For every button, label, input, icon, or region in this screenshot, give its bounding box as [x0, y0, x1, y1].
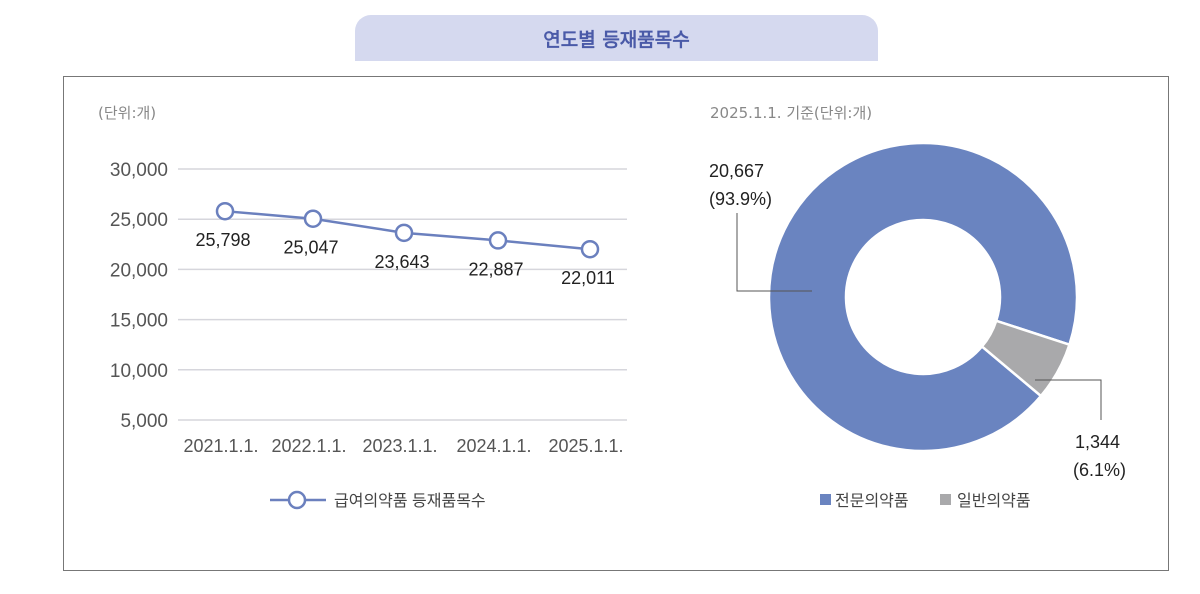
slice-percent-label: (93.9%)	[709, 189, 772, 209]
y-tick-label: 5,000	[120, 411, 168, 432]
legend-label: 일반의약품	[957, 492, 1031, 510]
data-point	[580, 239, 600, 259]
y-tick-label: 20,000	[110, 260, 168, 281]
donut-slice	[767, 141, 1079, 453]
data-point	[215, 201, 235, 221]
y-tick-label: 25,000	[110, 210, 168, 231]
x-tick-label: 2024.1.1.	[456, 436, 531, 456]
slice-percent-label: (6.1%)	[1073, 460, 1126, 480]
donut-slice	[980, 319, 1072, 398]
data-point	[488, 231, 508, 250]
x-tick-label: 2023.1.1.	[362, 436, 437, 456]
data-label: 25,047	[283, 238, 338, 258]
y-tick-label: 30,000	[110, 160, 168, 181]
legend-swatch	[940, 494, 951, 505]
page-title: 연도별 등재품목수	[355, 15, 878, 61]
x-tick-label: 2025.1.1.	[548, 436, 623, 456]
data-label: 22,887	[468, 259, 523, 279]
x-tick-label: 2021.1.1.	[183, 436, 258, 456]
data-point	[303, 209, 323, 228]
data-point	[394, 223, 414, 243]
chart-frame	[63, 76, 1169, 571]
legend-label: 전문의약품	[835, 492, 909, 510]
legend-label: 급여의약품 등재품목수	[334, 492, 486, 510]
pie-unit-label: 2025.1.1. 기준(단위:개)	[710, 104, 873, 122]
data-label: 23,643	[374, 252, 429, 272]
leader-line	[736, 213, 812, 292]
y-tick-label: 15,000	[110, 311, 168, 332]
slice-value-label: 1,344	[1075, 432, 1120, 452]
leader-line	[1035, 379, 1102, 420]
y-tick-label: 10,000	[110, 361, 168, 382]
legend-marker	[287, 490, 307, 510]
x-tick-label: 2022.1.1.	[271, 436, 346, 456]
data-label: 25,798	[195, 230, 250, 250]
legend-swatch	[820, 494, 831, 505]
title-text: 연도별 등재품목수	[543, 28, 690, 51]
data-label: 22,011	[561, 268, 615, 288]
line-unit-label: (단위:개)	[98, 104, 157, 122]
slice-value-label: 20,667	[709, 161, 764, 181]
